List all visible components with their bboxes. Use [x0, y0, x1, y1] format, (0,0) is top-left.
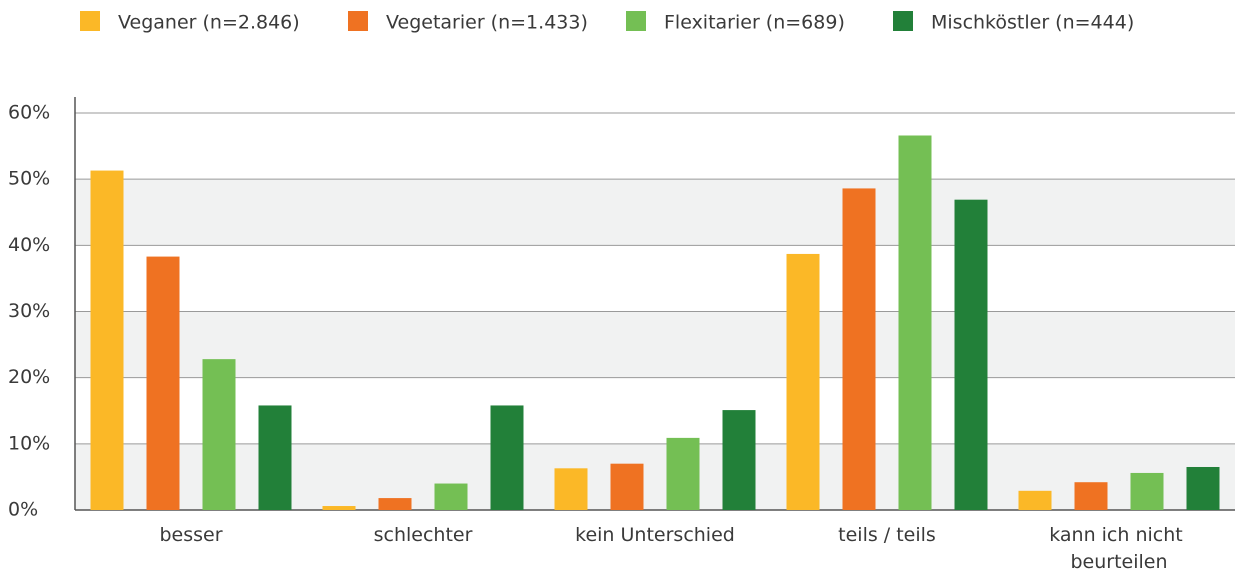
y-tick-label: 30%: [8, 300, 50, 322]
bar: [1130, 472, 1164, 510]
legend-swatch: [626, 11, 646, 31]
bar: [1186, 466, 1220, 510]
legend-label: Veganer (n=2.846): [118, 12, 300, 34]
y-tick-label: 20%: [8, 366, 50, 388]
bar: [786, 253, 820, 510]
legend-swatch: [348, 11, 368, 31]
bar: [666, 437, 700, 510]
bar: [378, 498, 412, 510]
bar: [322, 506, 356, 510]
x-tick-label: besser: [159, 524, 222, 546]
legend-swatch: [80, 11, 100, 31]
y-tick-label: 10%: [8, 432, 50, 454]
bar: [490, 405, 524, 510]
bar: [434, 483, 468, 510]
bar: [610, 463, 644, 510]
bar: [202, 359, 236, 510]
y-tick-label: 0%: [8, 499, 38, 521]
y-tick-label: 40%: [8, 234, 50, 256]
legend-label: Mischköstler (n=444): [931, 12, 1134, 34]
x-tick-label: schlechter: [374, 524, 473, 546]
y-tick-label: 50%: [8, 168, 50, 190]
grid-band: [75, 443, 1235, 510]
bar: [954, 199, 988, 510]
bar: [258, 405, 292, 510]
bar: [1018, 490, 1052, 510]
y-tick-label: 60%: [8, 102, 50, 124]
legend-swatch: [893, 11, 913, 31]
legend-label: Vegetarier (n=1.433): [386, 12, 588, 34]
bar: [722, 410, 756, 510]
bar: [898, 135, 932, 510]
legend-label: Flexitarier (n=689): [664, 12, 845, 34]
x-tick-label: kein Unterschied: [575, 524, 735, 546]
bar: [554, 468, 588, 510]
x-tick-label: teils / teils: [838, 524, 936, 546]
bar: [90, 170, 124, 510]
bar: [1074, 482, 1108, 510]
grid-band: [75, 179, 1235, 246]
x-tick-label: kann ich nicht beurteilen: [1049, 524, 1189, 573]
bar: [842, 188, 876, 510]
bar: [146, 256, 180, 510]
grid-band: [75, 311, 1235, 378]
